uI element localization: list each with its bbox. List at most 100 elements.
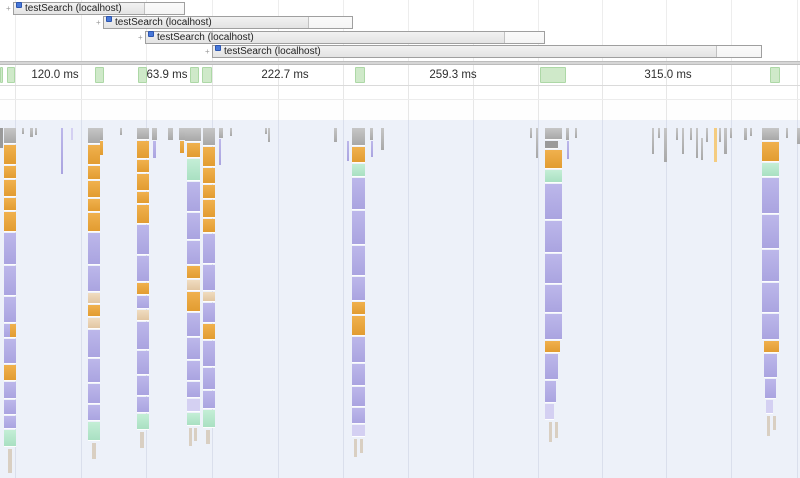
stack-frame[interactable] xyxy=(88,330,100,358)
gc-marker[interactable] xyxy=(540,67,566,83)
stack-frame[interactable] xyxy=(203,219,215,233)
sample-tick[interactable] xyxy=(35,128,37,135)
stack-frame[interactable] xyxy=(545,314,562,340)
stack-frame[interactable] xyxy=(352,337,365,363)
stack-frame[interactable] xyxy=(4,198,16,211)
sample-tick[interactable] xyxy=(567,141,569,159)
stack-frame[interactable] xyxy=(203,410,215,428)
stack-frame[interactable] xyxy=(203,341,215,367)
stack-frame-stem[interactable] xyxy=(773,416,776,430)
stack-frame[interactable] xyxy=(187,413,200,426)
sample-tick[interactable] xyxy=(696,128,698,158)
stack-frame[interactable] xyxy=(4,233,16,265)
stack-frame[interactable] xyxy=(137,256,149,282)
stack-frame-stem[interactable] xyxy=(140,432,144,448)
stack-frame[interactable] xyxy=(545,170,562,183)
stack-frame-stem[interactable] xyxy=(360,439,363,453)
stack-frame[interactable] xyxy=(137,141,149,159)
stack-frame-stem[interactable] xyxy=(206,430,210,444)
sample-tick[interactable] xyxy=(334,128,337,142)
stack-frame[interactable] xyxy=(762,178,779,214)
stack-frame[interactable] xyxy=(762,215,779,249)
sample-tick[interactable] xyxy=(168,128,173,140)
sample-tick[interactable] xyxy=(179,128,185,140)
stack-frame[interactable] xyxy=(187,280,200,291)
stack-frame[interactable] xyxy=(203,292,215,302)
gc-marker[interactable] xyxy=(95,67,104,83)
stack-frame[interactable] xyxy=(764,341,779,353)
stack-frame[interactable] xyxy=(137,376,149,396)
expander-icon[interactable]: + xyxy=(6,4,11,13)
expander-icon[interactable]: + xyxy=(205,47,210,56)
sample-tick[interactable] xyxy=(750,128,752,136)
stack-frame[interactable] xyxy=(352,128,365,146)
sample-tick[interactable] xyxy=(381,128,384,150)
stack-frame[interactable] xyxy=(352,147,365,163)
stack-frame-stem[interactable] xyxy=(194,428,197,441)
sample-tick[interactable] xyxy=(701,138,703,160)
stack-frame[interactable] xyxy=(765,379,776,399)
stack-frame[interactable] xyxy=(352,364,365,386)
sample-tick[interactable] xyxy=(100,141,103,155)
stack-frame[interactable] xyxy=(88,213,100,232)
stack-frame[interactable] xyxy=(352,302,365,315)
stack-frame[interactable] xyxy=(137,225,149,255)
stack-frame[interactable] xyxy=(4,400,16,415)
stack-frame[interactable] xyxy=(4,416,16,429)
gc-marker[interactable] xyxy=(7,67,15,83)
sample-tick[interactable] xyxy=(100,128,103,140)
sample-tick[interactable] xyxy=(347,141,349,161)
sample-tick[interactable] xyxy=(268,128,270,142)
sample-tick[interactable] xyxy=(797,128,800,144)
stack-frame[interactable] xyxy=(4,266,16,296)
stack-frame-stem[interactable] xyxy=(92,443,96,459)
stack-frame[interactable] xyxy=(203,185,215,199)
stack-frame-child[interactable] xyxy=(10,324,16,337)
stack-frame[interactable] xyxy=(545,254,562,284)
flame-chart-canvas[interactable] xyxy=(0,120,800,478)
expander-icon[interactable]: + xyxy=(138,33,143,42)
stack-frame[interactable] xyxy=(762,142,779,162)
sample-tick[interactable] xyxy=(530,128,532,138)
stack-frame[interactable] xyxy=(4,382,16,399)
stack-frame[interactable] xyxy=(352,164,365,177)
gc-marker[interactable] xyxy=(138,67,147,83)
sample-tick[interactable] xyxy=(120,128,122,135)
stack-frame[interactable] xyxy=(88,181,100,198)
stack-frame[interactable] xyxy=(352,408,365,424)
panel-splitter[interactable]: ··· xyxy=(0,61,800,65)
stack-frame[interactable] xyxy=(88,128,100,144)
stack-frame[interactable] xyxy=(88,305,100,317)
sample-tick[interactable] xyxy=(690,128,692,140)
stack-frame[interactable] xyxy=(187,159,200,181)
stack-frame[interactable] xyxy=(203,128,215,146)
stack-frame[interactable] xyxy=(4,365,16,381)
gc-marker[interactable] xyxy=(202,67,212,83)
stack-frame[interactable] xyxy=(187,399,200,412)
stack-frame[interactable] xyxy=(4,212,16,232)
stack-frame[interactable] xyxy=(4,128,16,144)
stack-frame[interactable] xyxy=(137,351,149,375)
stack-frame[interactable] xyxy=(4,324,16,338)
stack-frame[interactable] xyxy=(88,166,100,180)
sample-tick[interactable] xyxy=(30,128,33,137)
sample-tick[interactable] xyxy=(730,128,732,138)
stack-frame[interactable] xyxy=(137,160,149,173)
stack-frame[interactable] xyxy=(762,250,779,282)
sample-tick[interactable] xyxy=(370,128,373,140)
stack-frame[interactable] xyxy=(187,382,200,398)
stack-frame[interactable] xyxy=(137,296,149,309)
stack-frame[interactable] xyxy=(88,145,100,165)
sample-tick[interactable] xyxy=(714,128,717,162)
sample-tick[interactable] xyxy=(153,141,156,158)
stack-frame[interactable] xyxy=(203,303,215,323)
stack-frame[interactable] xyxy=(88,199,100,212)
stack-frame[interactable] xyxy=(764,354,777,378)
stack-frame[interactable] xyxy=(762,283,779,313)
sample-tick[interactable] xyxy=(744,128,747,140)
sample-tick[interactable] xyxy=(71,128,73,140)
test-run-bar[interactable]: + testSearch (localhost) xyxy=(96,15,353,29)
stack-frame[interactable] xyxy=(545,221,562,253)
stack-frame-stem[interactable] xyxy=(767,416,770,436)
sample-tick[interactable] xyxy=(658,128,660,138)
